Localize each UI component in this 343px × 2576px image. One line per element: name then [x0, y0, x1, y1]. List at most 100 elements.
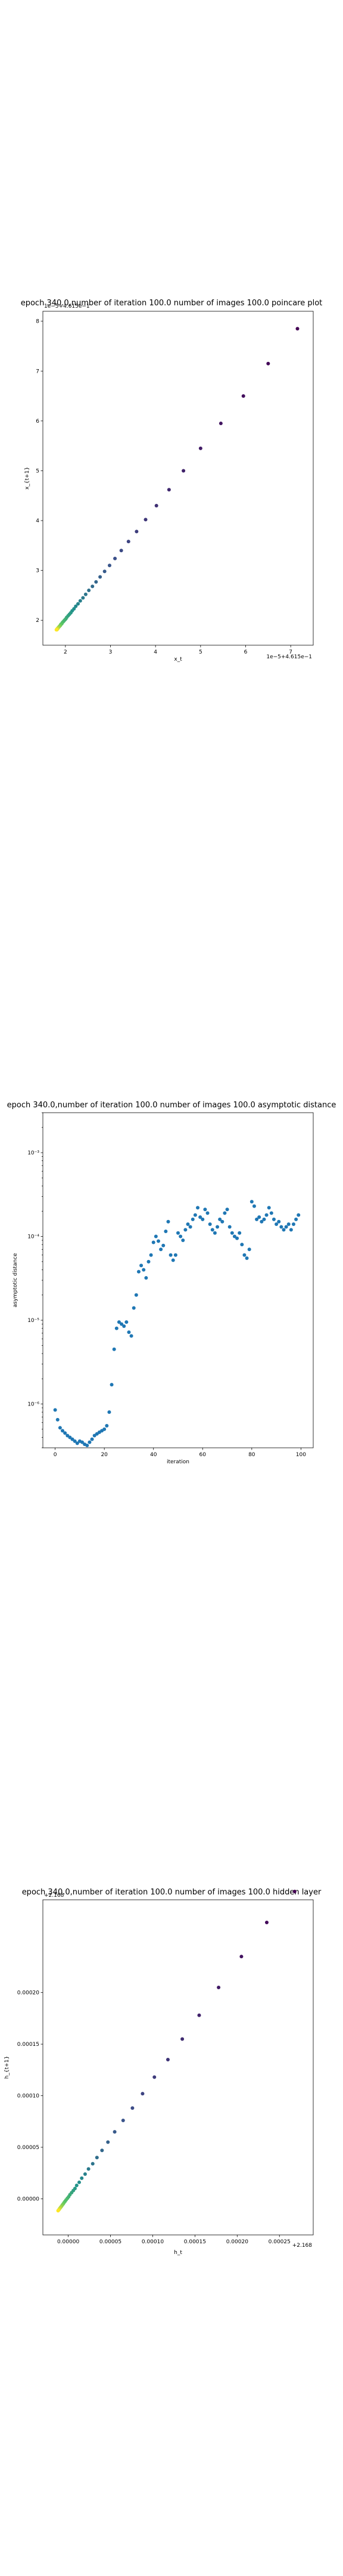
- data-point: [154, 503, 158, 507]
- data-point: [107, 564, 111, 568]
- data-point: [63, 1431, 67, 1435]
- data-point: [80, 1440, 85, 1444]
- scatter-points: [53, 1200, 301, 1448]
- x-offset-label: 1e−5+4.615e−1: [266, 654, 312, 660]
- data-point: [91, 584, 95, 589]
- data-point: [250, 1200, 254, 1204]
- data-point: [167, 488, 171, 492]
- data-point: [156, 1239, 160, 1243]
- data-point: [85, 1444, 89, 1448]
- x-offset-label: +2.168: [292, 2243, 313, 2249]
- scatter-points: [56, 1890, 297, 2213]
- data-point: [70, 1437, 74, 1441]
- data-point: [135, 530, 139, 534]
- data-point: [73, 1439, 77, 1443]
- x-axis-label: x_t: [174, 657, 182, 662]
- data-point: [80, 2176, 84, 2180]
- data-point: [83, 2172, 87, 2176]
- data-point: [144, 1276, 148, 1280]
- data-point: [245, 1256, 249, 1261]
- data-point: [81, 596, 85, 600]
- data-point: [142, 1268, 146, 1272]
- data-point: [225, 1208, 229, 1212]
- data-point: [264, 1921, 269, 1925]
- data-point: [180, 2037, 185, 2041]
- y-tick-label: 2: [36, 618, 39, 624]
- y-tick-label: 7: [36, 369, 39, 374]
- y-tick-label: 4: [36, 518, 39, 524]
- data-point: [91, 2162, 95, 2166]
- plot-frame: [42, 1899, 314, 2236]
- x-axis-label: h_t: [174, 2250, 182, 2256]
- plot-frame: [42, 311, 314, 646]
- x-tick-label: 0.00015: [184, 2239, 206, 2245]
- scatter-points: [54, 327, 300, 632]
- x-tick-label: 0.00005: [99, 2239, 121, 2245]
- data-point: [68, 1435, 72, 1439]
- data-point: [220, 1219, 224, 1224]
- data-point: [252, 1204, 256, 1208]
- x-tick-label: 40: [150, 1452, 157, 1458]
- data-point: [151, 1240, 155, 1244]
- data-point: [94, 580, 98, 584]
- data-point: [117, 1320, 121, 1324]
- data-point: [183, 1228, 188, 1232]
- data-point: [260, 1219, 264, 1224]
- data-point: [223, 1211, 227, 1215]
- data-point: [181, 1238, 185, 1242]
- asymptotic-distance-chart: epoch 340.0,number of iteration 100.0 nu…: [7, 1101, 336, 1465]
- data-point: [294, 1217, 298, 1221]
- x-tick-label: 0.00000: [57, 2239, 79, 2245]
- data-point: [198, 446, 202, 450]
- y-tick-label: 0.00015: [17, 2042, 39, 2048]
- data-point: [161, 1243, 166, 1247]
- x-tick-label: 80: [248, 1452, 255, 1458]
- data-point: [74, 604, 78, 608]
- data-point: [279, 1225, 283, 1229]
- data-point: [269, 1211, 273, 1215]
- data-point: [169, 1253, 173, 1257]
- data-point: [201, 1217, 205, 1221]
- y-axis-ticks: 10⁻⁶ 10⁻⁵ 10⁻⁴ 10⁻³: [27, 1112, 43, 1448]
- data-point: [171, 1258, 175, 1262]
- y-tick-label: 0.00005: [17, 2145, 39, 2151]
- data-point: [53, 1408, 57, 1412]
- x-tick-label: 2: [64, 649, 67, 655]
- data-point: [241, 394, 245, 398]
- data-point: [90, 1437, 94, 1441]
- plot-frame: [42, 1112, 314, 1448]
- data-point: [88, 1440, 92, 1444]
- data-point: [230, 1231, 234, 1235]
- data-point: [78, 599, 82, 603]
- data-point: [216, 1225, 220, 1229]
- y-tick-label: 0.00010: [17, 2094, 39, 2100]
- data-point: [282, 1228, 286, 1232]
- data-point: [217, 1985, 221, 1989]
- data-point: [134, 1293, 138, 1297]
- x-tick-label: 0.00010: [142, 2239, 164, 2245]
- data-point: [98, 575, 102, 579]
- data-point: [75, 1441, 79, 1445]
- data-point: [295, 327, 300, 331]
- x-tick-label: 0.00020: [226, 2239, 248, 2245]
- data-point: [66, 1433, 70, 1438]
- data-point: [107, 1410, 111, 1414]
- y-axis-label: x_{t+1}: [24, 467, 30, 490]
- y-tick-label: 5: [36, 468, 39, 474]
- data-point: [235, 1236, 239, 1240]
- x-axis-ticks: 2 3 4 5 6 7: [64, 645, 292, 655]
- y-tick-label: 3: [36, 568, 39, 574]
- data-point: [112, 1347, 116, 1351]
- data-point: [286, 1222, 291, 1227]
- x-tick-label: 60: [199, 1452, 207, 1458]
- data-point: [55, 1417, 60, 1422]
- data-point: [77, 2180, 82, 2184]
- y-tick-label: 0.00020: [17, 1990, 39, 1996]
- data-point: [132, 1306, 136, 1310]
- data-point: [262, 1217, 266, 1221]
- data-point: [87, 589, 91, 593]
- data-point: [193, 1213, 197, 1217]
- x-tick-label: 7: [289, 649, 292, 655]
- data-point: [144, 518, 148, 522]
- data-point: [54, 628, 58, 632]
